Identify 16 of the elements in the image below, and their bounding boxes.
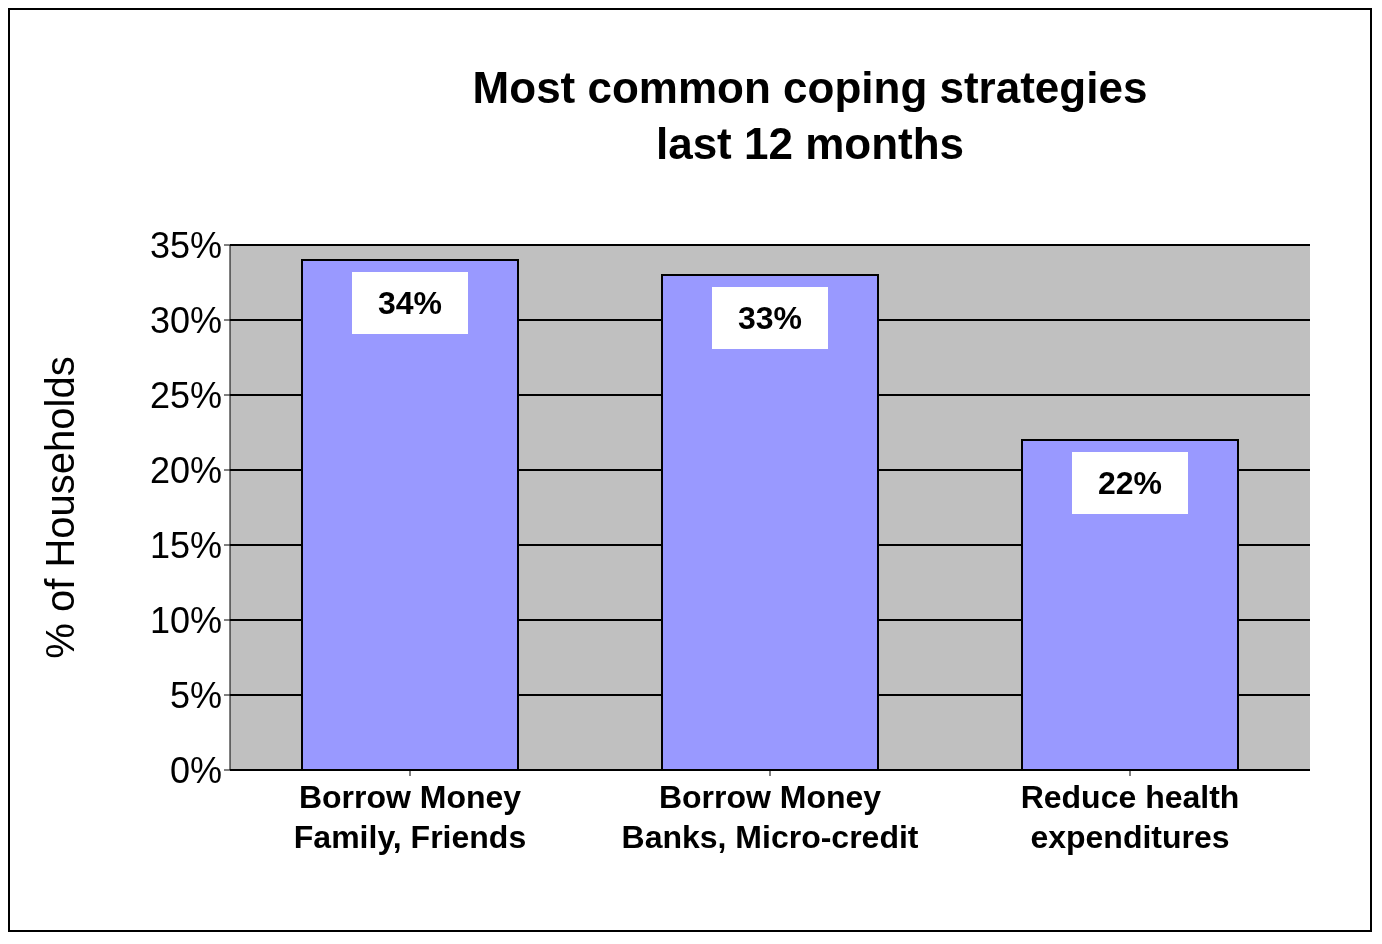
y-tick-label: 15% (149, 524, 222, 566)
y-tick-label: 30% (149, 299, 222, 341)
y-tick-label: 10% (149, 599, 222, 641)
x-tick-label: Reduce health expenditures (1020, 779, 1240, 855)
y-tick-label: 5% (169, 674, 222, 716)
x-tick-label: Borrow Money Banks, Micro-credit (621, 779, 919, 855)
y-tick-label: 0% (169, 749, 222, 791)
y-tick-label: 25% (149, 374, 222, 416)
data-label: 22% (1097, 465, 1163, 501)
x-tick-label: Borrow Money Family, Friends (293, 779, 527, 855)
y-tick-label: 20% (149, 449, 222, 491)
y-axis-title: % of Households (38, 356, 83, 659)
chart-title: Most common coping strategies last 12 months (471, 62, 1149, 170)
y-tick-label: 35% (149, 224, 222, 266)
data-label: 33% (737, 300, 803, 336)
data-label: 34% (377, 285, 443, 321)
